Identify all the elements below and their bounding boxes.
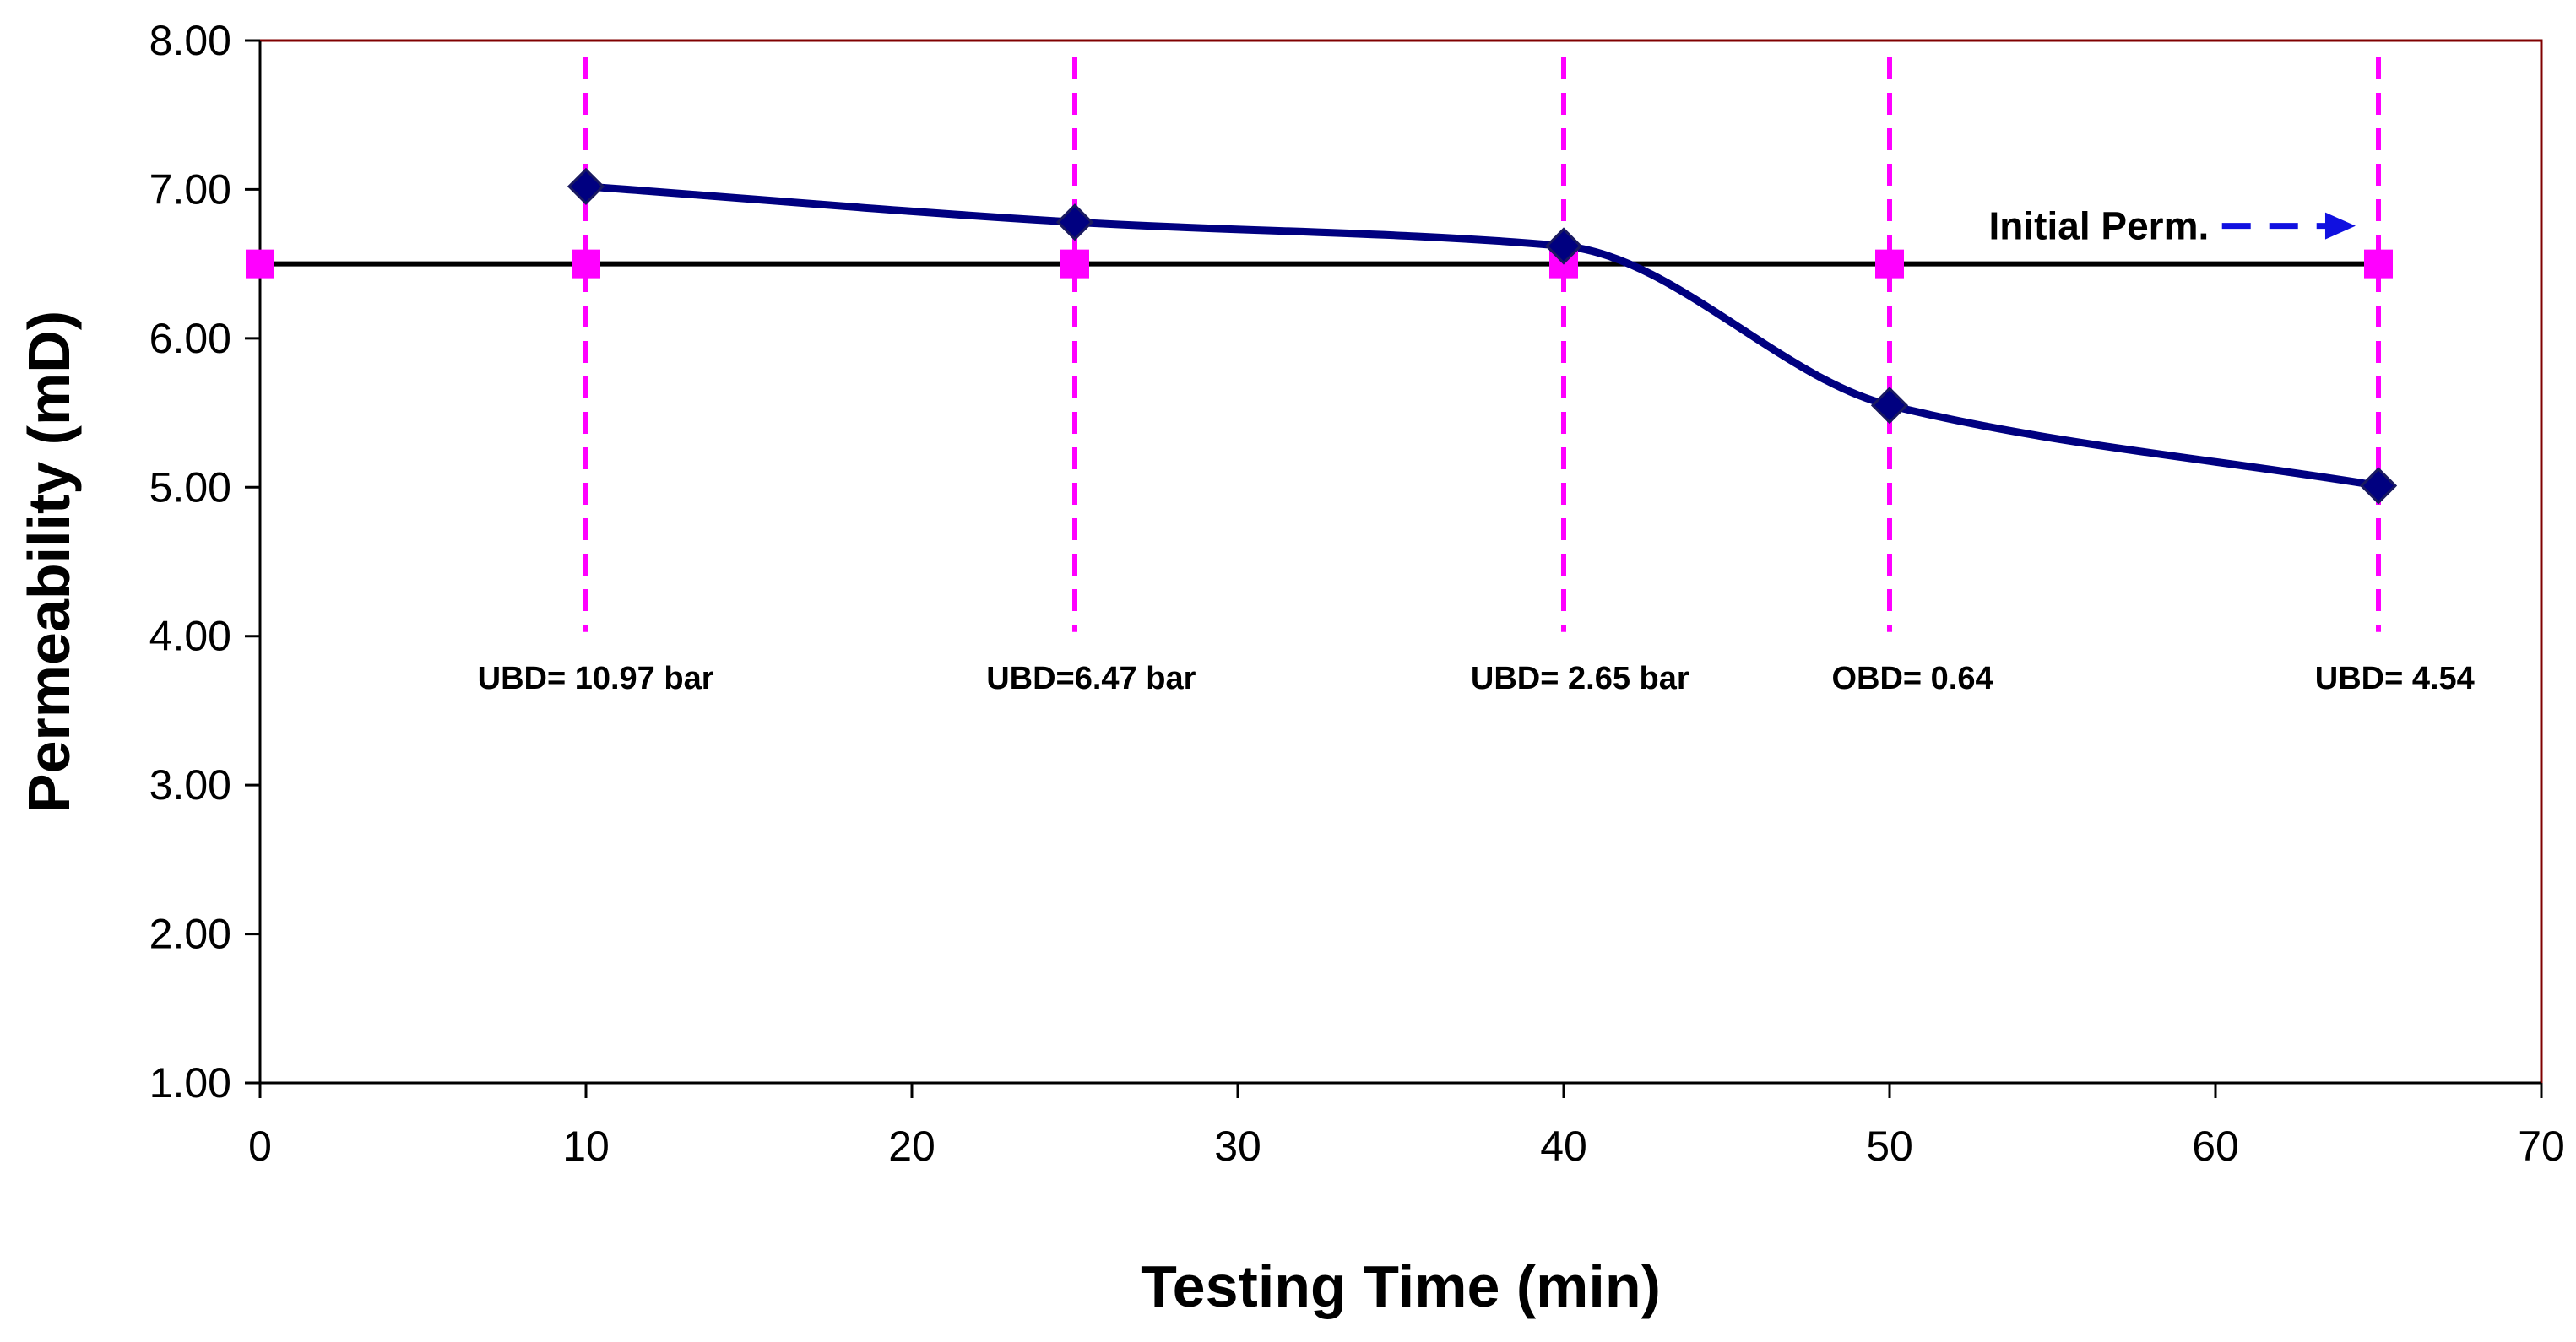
initial-perm-square-marker <box>2364 249 2393 279</box>
x-tick-label: 70 <box>2518 1123 2565 1170</box>
x-tick-label: 30 <box>1214 1123 1261 1170</box>
permeability-diamond-marker <box>1870 387 1909 425</box>
pressure-annotation: UBD= 2.65 bar <box>1471 661 1689 696</box>
x-tick-label: 50 <box>1866 1123 1913 1170</box>
legend-label: Initial Perm. <box>1989 204 2210 248</box>
y-tick-label: 7.00 <box>149 165 231 213</box>
x-tick-label: 60 <box>2192 1123 2239 1170</box>
pressure-annotation: UBD= 4.54 <box>2315 661 2475 696</box>
y-tick-label: 4.00 <box>149 613 231 660</box>
y-tick-label: 2.00 <box>149 911 231 958</box>
pressure-annotation: UBD=6.47 bar <box>986 661 1196 696</box>
legend: Initial Perm. <box>1989 204 2356 248</box>
x-tick-label: 40 <box>1540 1123 1587 1170</box>
y-tick-label: 1.00 <box>149 1059 231 1107</box>
permeability-diamond-marker <box>2359 467 2398 505</box>
pressure-annotation: UBD= 10.97 bar <box>478 661 714 696</box>
initial-perm-square-marker <box>572 249 600 279</box>
initial-perm-square-marker <box>1875 249 1904 279</box>
y-tick-label: 5.00 <box>149 463 231 511</box>
axes: 1.00 2.00 3.00 4.00 5.00 6.00 7.00 8.00 0 10 20 30 4… <box>149 17 2565 1170</box>
y-tick-label: 6.00 <box>149 315 231 362</box>
x-tick-label: 0 <box>248 1123 272 1170</box>
permeability-diamond-marker <box>1055 203 1094 241</box>
y-tick-label: 8.00 <box>149 17 231 64</box>
permeability-diamond-marker <box>567 167 605 206</box>
permeability-diamond-marker <box>1544 227 1583 265</box>
initial-perm-square-marker <box>246 249 274 279</box>
pressure-annotation: OBD= 0.64 <box>1831 661 1993 696</box>
series-markers <box>246 167 2398 505</box>
initial-perm-square-marker <box>1060 249 1089 279</box>
x-axis-title: Testing Time (min) <box>1141 1253 1661 1319</box>
x-tick-label: 10 <box>562 1123 610 1170</box>
legend-arrow-head <box>2324 212 2356 240</box>
vertical-markers <box>583 57 2381 632</box>
x-tick-label: 20 <box>888 1123 935 1170</box>
y-tick-label: 3.00 <box>149 761 231 809</box>
annotations: UBD= 10.97 bar UBD=6.47 bar UBD= 2.65 bar O… <box>478 661 2475 696</box>
y-axis-title: Permeability (mD) <box>16 311 82 813</box>
